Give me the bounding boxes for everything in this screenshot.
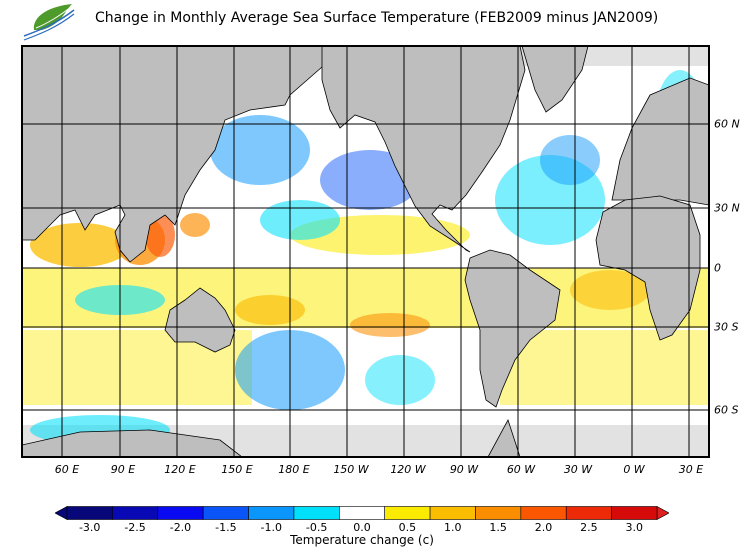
colorbar-swatch [112,506,159,520]
lat-label: 30 N [714,201,740,215]
colorbar-swatch [384,506,431,520]
colorbar-swatch [202,506,249,520]
colorbar-swatch [611,506,658,520]
lat-label: 0 [714,261,721,275]
lon-label: 60 E [54,463,80,476]
lon-label: 60 W [506,463,536,476]
colorbar-tick-label: -1.0 [260,521,282,534]
colorbar-swatch [565,506,612,520]
map-frame [21,45,710,458]
colorbar-swatch [429,506,476,520]
colorbar-tick-label: 2.0 [534,521,553,534]
lat-label: 60 N [714,117,740,131]
colorbar-swatch [339,506,385,520]
colorbar-swatch [157,506,204,520]
antarctica [22,429,243,457]
lon-label: 150 W [333,463,369,476]
colorbar-tick-label: -3.0 [78,521,101,534]
colorbar [55,506,669,520]
lon-label: 30 E [678,463,704,476]
lon-label: 0 W [623,463,645,476]
lon-label: 120 E [164,463,196,476]
greenland [521,46,589,113]
colorbar-tick-label: -2.0 [169,521,192,534]
lon-label: 90 W [449,463,479,476]
colorbar-tick-label: 2.5 [580,521,598,534]
lon-label: 30 W [563,463,593,476]
colorbar-swatch [475,506,522,520]
lat-label: 60 S [714,403,739,417]
australia [164,287,236,353]
lon-label: 180 E [278,463,310,476]
colorbar-tick-label: 3.0 [625,521,644,534]
colorbar-swatch [520,506,567,520]
antarctic-peninsula [487,418,521,457]
colorbar-swatch [248,506,295,520]
colorbar-title: Temperature change (c) [290,533,434,547]
lon-label: 90 E [110,463,136,476]
lon-label: 120 W [390,463,426,476]
north-america [321,46,526,253]
map-title: Change in Monthly Average Sea Surface Te… [95,10,659,26]
south-america [464,249,561,408]
colorbar-tick-label: -0.5 [305,521,328,534]
colorbar-swatch [66,506,113,520]
logo [20,2,76,46]
graticule [22,46,709,457]
colorbar-tick-label: 0.0 [353,521,371,534]
europe [611,77,709,206]
colorbar-tick-label: -1.5 [215,521,237,534]
colorbar-tick-label: 1.0 [444,521,462,534]
lat-label: 30 S [714,320,739,334]
lon-label: 150 E [221,463,253,476]
colorbar-tick-label: 0.5 [398,521,417,534]
colorbar-over-arrow [656,506,669,520]
anomaly-patches [22,70,709,445]
colorbar-tick-label: -2.5 [124,521,146,534]
colorbar-tick-label: 1.5 [489,521,507,534]
colorbar-swatch [293,506,340,520]
colorbar-under-arrow [55,506,68,520]
